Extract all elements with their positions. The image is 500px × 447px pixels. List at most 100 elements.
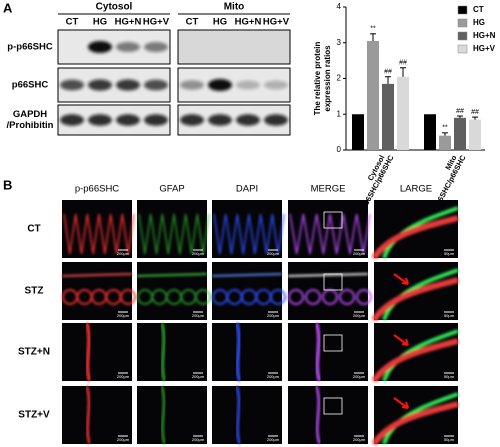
arrow: [393, 397, 409, 409]
inset-box: [323, 211, 343, 229]
blot-band: [116, 42, 140, 52]
micrograph-signal: [160, 385, 167, 445]
scale-bar-label: 200μm: [117, 374, 130, 379]
villi: [289, 213, 371, 255]
tissue-edge: [234, 322, 242, 382]
bar: [469, 119, 481, 150]
inset-box: [323, 397, 343, 415]
micrograph-signal: [213, 213, 285, 255]
micrograph: [137, 386, 207, 444]
tissue-edge: [314, 385, 322, 445]
bar: [382, 83, 394, 150]
micrograph-signal: [138, 213, 210, 255]
bar: [424, 114, 436, 150]
micrograph-signal: [371, 329, 459, 383]
scale-bar-label: 200μm: [117, 313, 130, 318]
blot-group-label: Cytosol: [96, 2, 133, 13]
micrograph-signal: [84, 322, 92, 382]
significance: ##: [471, 109, 479, 116]
micrograph-signal: [235, 385, 242, 445]
y-axis-label: expression ratios: [323, 45, 332, 112]
blot-row-label: p-p66SHC: [7, 42, 53, 53]
tissue-edge: [382, 392, 459, 445]
micrograph-signal: [234, 322, 242, 382]
scale-bar-label: 200μm: [353, 437, 366, 442]
blot-band: [88, 79, 112, 91]
scale-bar-label: 200μm: [117, 437, 130, 442]
blot-band: [116, 79, 140, 91]
scale-bar-label: 200μm: [267, 313, 280, 318]
legend-label: HG+V: [473, 44, 496, 53]
y-tick-label: 1: [337, 109, 342, 118]
blot-band: [236, 114, 260, 126]
blot-band: [60, 114, 84, 126]
tissue-edge: [371, 215, 459, 260]
micrograph-signal: [85, 385, 92, 445]
blot-band: [180, 114, 204, 126]
y-tick-label: 0: [337, 145, 342, 154]
micrograph: [212, 323, 282, 381]
villi: [120, 289, 136, 305]
tissue-edge: [159, 322, 167, 382]
tissue-edge: [382, 268, 459, 321]
scale-bar-label: 50μm: [444, 251, 455, 256]
significance: **: [370, 26, 376, 33]
tissue-edge: [382, 206, 459, 259]
tissue-edge: [160, 385, 167, 445]
villi: [195, 289, 211, 305]
lane-label: CT: [66, 17, 79, 28]
blot-band: [60, 79, 84, 91]
micrograph-signal: [371, 268, 459, 322]
tissue-edge: [211, 273, 283, 277]
column-label: GFAP: [159, 184, 184, 195]
villi: [63, 213, 135, 255]
villi: [213, 213, 285, 255]
bar: [397, 76, 409, 150]
micrograph-signal: [314, 385, 322, 445]
tissue-edge: [61, 273, 133, 277]
significance: ##: [399, 60, 407, 67]
tissue-edge: [85, 385, 92, 445]
significance: ##: [456, 108, 464, 115]
blot-band: [264, 114, 288, 126]
bar: [352, 114, 364, 150]
tissue-edge: [371, 277, 459, 322]
lane-label: HG+V: [263, 17, 290, 28]
blot-row-label: /Prohibitin: [7, 120, 54, 131]
y-tick-label: 2: [337, 74, 342, 83]
inset-box: [323, 334, 343, 352]
scale-bar-label: 50μm: [444, 437, 455, 442]
legend-swatch: [457, 18, 468, 28]
tissue-edge: [371, 338, 459, 383]
micrograph: [288, 386, 368, 444]
row-label: CT: [27, 224, 40, 235]
blot-band: [180, 80, 204, 90]
lane-label: CT: [186, 17, 199, 28]
villi: [270, 289, 286, 305]
legend-swatch: [457, 44, 468, 54]
bar: [367, 40, 379, 150]
y-axis-label: The relative protein: [313, 41, 322, 115]
micrograph-signal: [159, 322, 167, 382]
lane-label: HG+V: [143, 17, 170, 28]
row-label: STZ+V: [18, 410, 50, 421]
blot-row-label: GAPDH: [13, 109, 47, 120]
lane-label: HG: [93, 17, 107, 28]
tissue-edge: [314, 322, 322, 382]
villi: [305, 289, 321, 305]
panel-label: A: [3, 0, 13, 15]
micrograph-signal: [289, 213, 371, 255]
scale-bar-label: 200μm: [267, 374, 280, 379]
micrograph-signal: [371, 206, 459, 260]
tissue-edge: [382, 329, 459, 382]
blot-band: [144, 114, 168, 126]
y-tick-label: 3: [337, 38, 342, 47]
legend-swatch: [457, 31, 468, 41]
inset-box: [323, 273, 343, 291]
scale-bar-label: 200μm: [192, 313, 205, 318]
arrow: [393, 334, 409, 346]
blot-band: [116, 114, 140, 126]
row-label: STZ: [25, 286, 44, 297]
scale-bar-label: 50μm: [444, 374, 455, 379]
column-label: DAPI: [236, 184, 258, 195]
